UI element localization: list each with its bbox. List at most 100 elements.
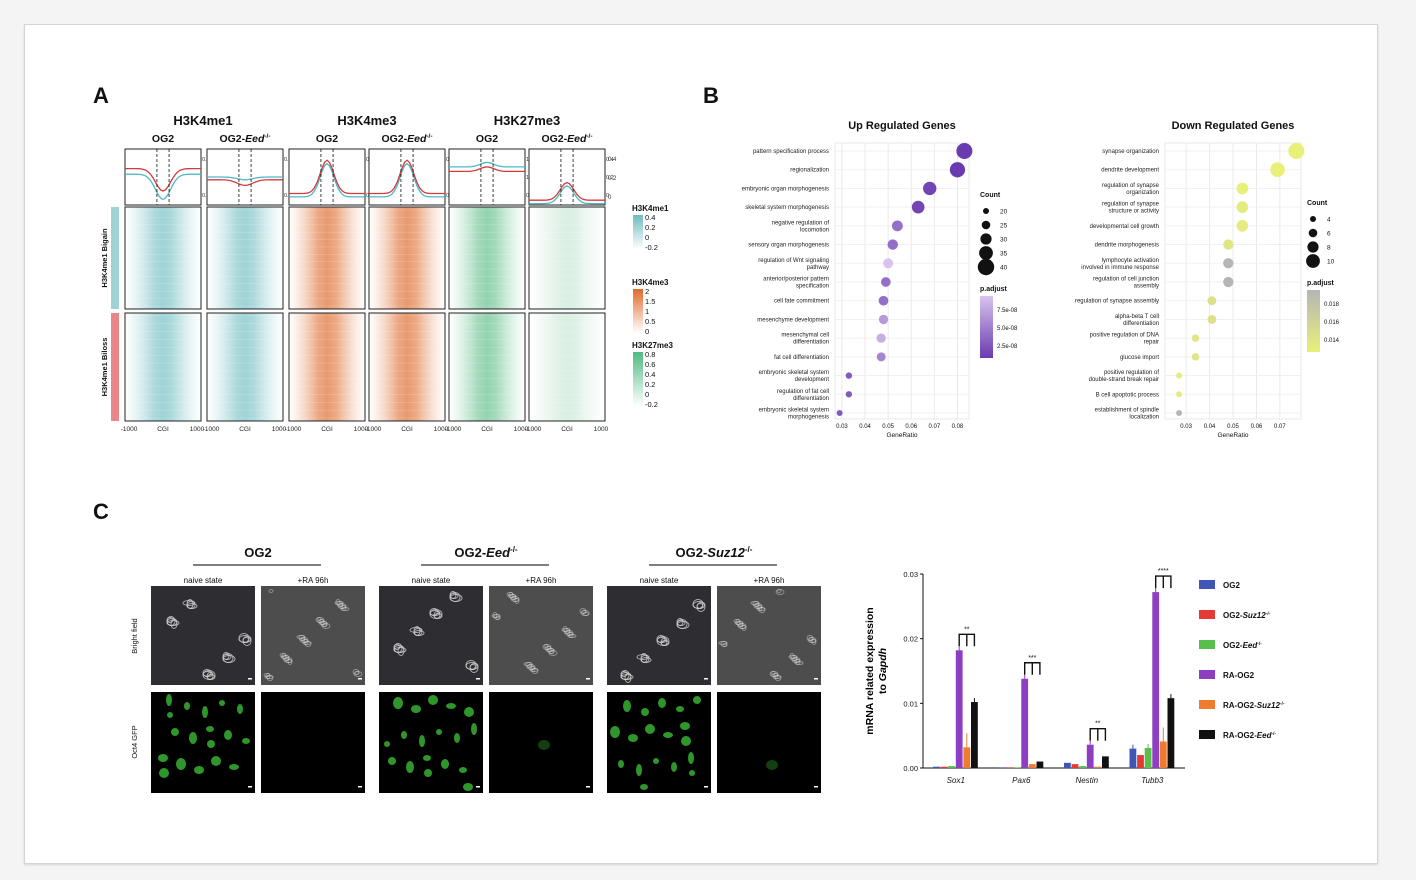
- term-label-line: establishment of spindle: [1095, 408, 1160, 414]
- gfp-colony: [158, 754, 168, 762]
- size-legend-label: 20: [1000, 209, 1008, 216]
- profile-tick: 0: [608, 195, 612, 201]
- profile-line-og2: [369, 162, 445, 198]
- significance-bracket: [1089, 728, 1107, 741]
- profile-plot: [528, 148, 606, 206]
- dot-point: [1288, 143, 1305, 159]
- dot-point: [836, 410, 843, 416]
- heatmap-x-tick: -1000: [203, 426, 220, 433]
- gfp-colony: [636, 764, 642, 776]
- heatmap-x-tick: CGI: [481, 426, 493, 433]
- legend-label: OG2-Eed-/-: [1223, 641, 1262, 650]
- colorbar-tick: 0: [645, 390, 649, 399]
- row-group-bar: [111, 207, 119, 309]
- bar: [1167, 698, 1175, 768]
- term-label: skeletal system morphogenesis: [745, 205, 829, 211]
- colony-outline: [696, 602, 706, 612]
- colony-outline: [182, 600, 196, 606]
- bar: [1152, 592, 1160, 768]
- colony-outline: [794, 661, 804, 665]
- gfp-colony: [693, 696, 701, 704]
- scale-bar: [814, 786, 818, 788]
- heatmap-x-tick: CGI: [401, 426, 413, 433]
- dot-point: [883, 258, 894, 269]
- term-label-line: repair: [1144, 340, 1159, 346]
- gfp-colony: [459, 767, 467, 773]
- bar: [948, 766, 955, 768]
- label-prefix: OG2-: [1223, 611, 1243, 620]
- legend-swatch: [1199, 700, 1215, 709]
- gfp-colony: [206, 726, 214, 732]
- significance-bracket: [958, 633, 976, 647]
- profile-line-eed: [289, 159, 365, 195]
- y-tick-label: 0.02: [903, 635, 918, 644]
- colony-outline: [413, 630, 425, 636]
- dotplot-legend-title: p.adjust: [980, 286, 1008, 293]
- term-label: embryonic skeletal system development: [759, 370, 830, 383]
- colorbar-tick: -0.2: [645, 243, 658, 252]
- term-label-line: fat cell differentiation: [774, 355, 829, 361]
- heatmap-x-tick: 1000: [354, 426, 369, 433]
- term-label-line: regulation of synapse assembly: [1075, 299, 1159, 305]
- image-row-label: Oct4 GFP: [130, 725, 139, 758]
- dotplot-x-tick: 0.07: [929, 424, 941, 430]
- term-label-line: negative regulation of: [772, 220, 830, 226]
- profile-tick: 0.2: [608, 176, 617, 182]
- panel-letter-a: A: [93, 83, 109, 108]
- dotplot-legend-title: p.adjust: [1307, 280, 1335, 287]
- y-tick-label: 0.03: [903, 570, 918, 579]
- dot-point: [956, 143, 973, 159]
- image-row-label: Bright field: [130, 618, 139, 653]
- label-genotype: -/-: [1266, 611, 1271, 617]
- dot-point: [887, 239, 898, 250]
- group-title: OG2-Eed-/-: [454, 545, 518, 560]
- category-label: Pax6: [1012, 776, 1031, 785]
- heatmap-x-tick: CGI: [157, 426, 169, 433]
- group-title: OG2: [244, 545, 271, 560]
- legend-swatch: [1199, 670, 1215, 679]
- dotplot-x-tick: 0.06: [1251, 424, 1263, 430]
- dot-point: [1176, 372, 1183, 379]
- gfp-colony: [663, 732, 673, 738]
- label-gene: Suz12: [1257, 701, 1281, 710]
- colony-outline: [620, 674, 634, 680]
- row-group-label: H3K4me1 Biloss: [100, 338, 109, 397]
- bar: [1006, 767, 1013, 768]
- gfp-colony: [184, 702, 190, 710]
- colony-outline: [775, 589, 785, 595]
- gfp-colony: [384, 741, 390, 747]
- dotplot-legend-title: Count: [980, 192, 1001, 199]
- bar: [1144, 747, 1152, 768]
- label-gene: Eed: [567, 133, 587, 145]
- term-label: regulation of cell junction assembly: [1093, 277, 1159, 290]
- size-legend-label: 35: [1000, 251, 1008, 258]
- colony-outline: [582, 612, 590, 616]
- gfp-colony: [166, 694, 172, 706]
- label-prefix: OG2: [476, 133, 498, 145]
- gfp-colony: [211, 756, 221, 766]
- label-prefix: OG2-: [541, 133, 567, 145]
- size-legend-dot: [1310, 216, 1316, 222]
- colony-outline: [287, 659, 293, 665]
- gfp-image: [717, 692, 821, 793]
- bar: [1102, 756, 1109, 768]
- term-label-line: structure or activity: [1109, 209, 1159, 215]
- heatmap-block: [448, 312, 526, 422]
- bar: [1129, 748, 1137, 768]
- bright-field-image: [379, 586, 483, 685]
- colony-outline: [676, 621, 690, 629]
- label-genotype: -/-: [1257, 641, 1262, 647]
- dot-point: [1223, 239, 1234, 250]
- gfp-colony: [623, 700, 631, 712]
- heatmap-x-tick: -1000: [285, 426, 302, 433]
- colorbar-tick: 0.4: [645, 213, 655, 222]
- gfp-image: [261, 692, 365, 793]
- label-genotype: -/-: [510, 545, 518, 554]
- profile-tick: 0.4: [606, 157, 614, 163]
- colony-outline: [170, 619, 178, 629]
- pvalue-tick: 2.5e-08: [997, 344, 1018, 350]
- heatmap-block: [528, 206, 606, 310]
- term-label-line: anterior/posterior pattern: [763, 277, 829, 283]
- term-label: regulation of Wnt signaling pathway: [758, 258, 829, 271]
- term-label-line: regionalization: [790, 168, 829, 174]
